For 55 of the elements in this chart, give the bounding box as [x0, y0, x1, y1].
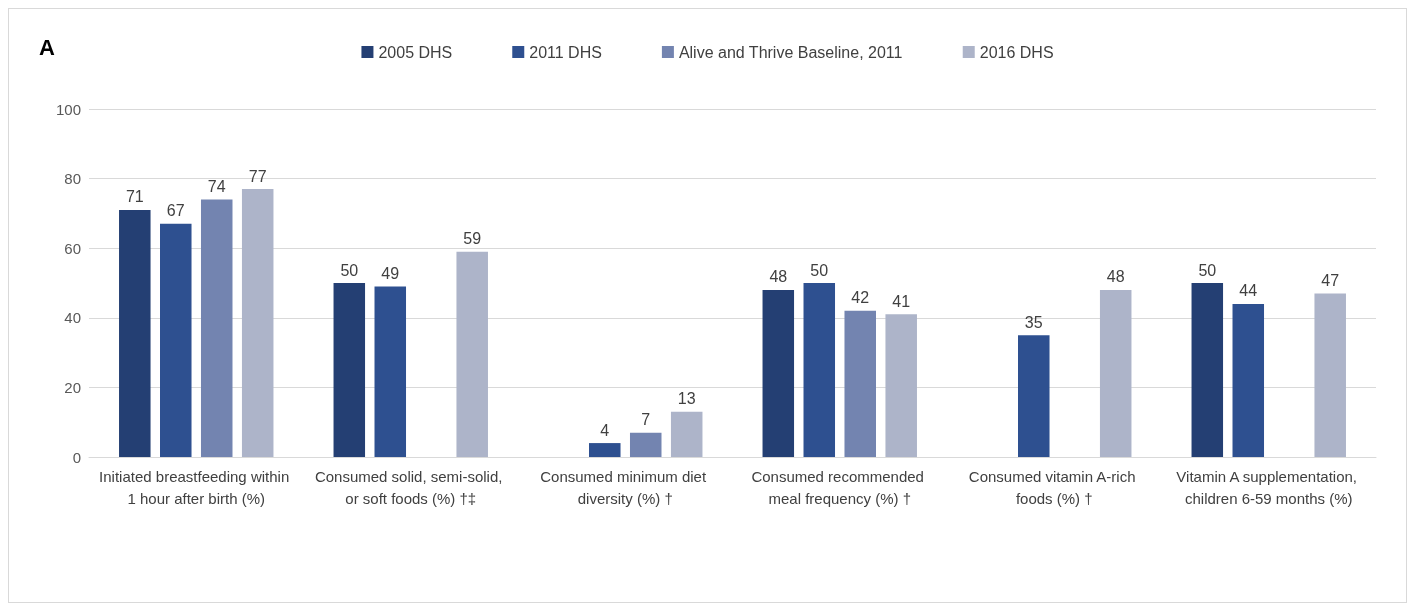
data-label: 49 [381, 264, 400, 282]
data-label: 50 [810, 261, 829, 279]
data-label: 7 [641, 411, 651, 429]
y-tick-label: 60 [64, 239, 81, 257]
bar [119, 209, 151, 457]
data-label: 48 [1106, 268, 1125, 286]
data-label: 35 [1024, 313, 1043, 331]
data-label: 50 [1198, 261, 1217, 279]
bar [1018, 335, 1050, 457]
x-tick-label: Consumed solid, semi-solid, or soft foods (%) †‡ [314, 467, 507, 507]
data-label: 50 [340, 261, 359, 279]
bar [1314, 293, 1346, 457]
data-label: 74 [207, 177, 226, 195]
data-label: 47 [1321, 271, 1340, 289]
bar [885, 314, 917, 457]
bar [762, 289, 795, 457]
x-tick-label: Consumed vitamin A-rich foods (%) † [968, 467, 1140, 507]
data-label: 4 [600, 421, 610, 439]
bar [1232, 303, 1265, 457]
data-label: 41 [892, 292, 911, 310]
bar [200, 199, 233, 457]
bar [803, 283, 836, 457]
bar [589, 443, 621, 457]
bar [1099, 289, 1132, 457]
bar [374, 286, 407, 457]
y-tick-label: 40 [64, 309, 81, 327]
chart-title: A [39, 34, 55, 60]
data-label: 71 [125, 188, 144, 206]
legend-label: 2011 DHS [529, 43, 602, 61]
x-tick-label: Consumed recommended meal frequency (%) † [751, 467, 929, 507]
legend-label: 2016 DHS [979, 43, 1054, 61]
data-label: 77 [248, 167, 267, 185]
data-label: 48 [769, 268, 788, 286]
legend-label: Alive and Thrive Baseline, 2011 [678, 43, 903, 61]
y-tick-label: 80 [64, 170, 81, 188]
bar [1191, 283, 1224, 457]
bar [241, 189, 274, 457]
data-label: 42 [851, 289, 870, 307]
y-tick-label: 0 [72, 448, 81, 466]
data-label: 44 [1239, 282, 1258, 300]
x-tick-label: Vitamin A supplementation, children 6-59 months (%) [1176, 467, 1362, 507]
legend-label: 2005 DHS [378, 43, 453, 61]
bar [844, 310, 876, 457]
bar [456, 251, 488, 457]
y-tick-label: 100 [55, 100, 81, 118]
bar [160, 223, 192, 457]
bar [670, 411, 703, 457]
x-tick-label: Initiated breastfeeding within 1 hour after birth (%) [99, 467, 294, 507]
x-tick-label: Consumed minimum diet diversity (%) † [540, 467, 711, 507]
bar [629, 432, 662, 457]
data-label: 13 [677, 390, 696, 408]
y-tick-label: 20 [64, 378, 81, 396]
bar [333, 283, 366, 457]
data-label: 59 [463, 230, 482, 248]
data-label: 67 [166, 202, 185, 220]
